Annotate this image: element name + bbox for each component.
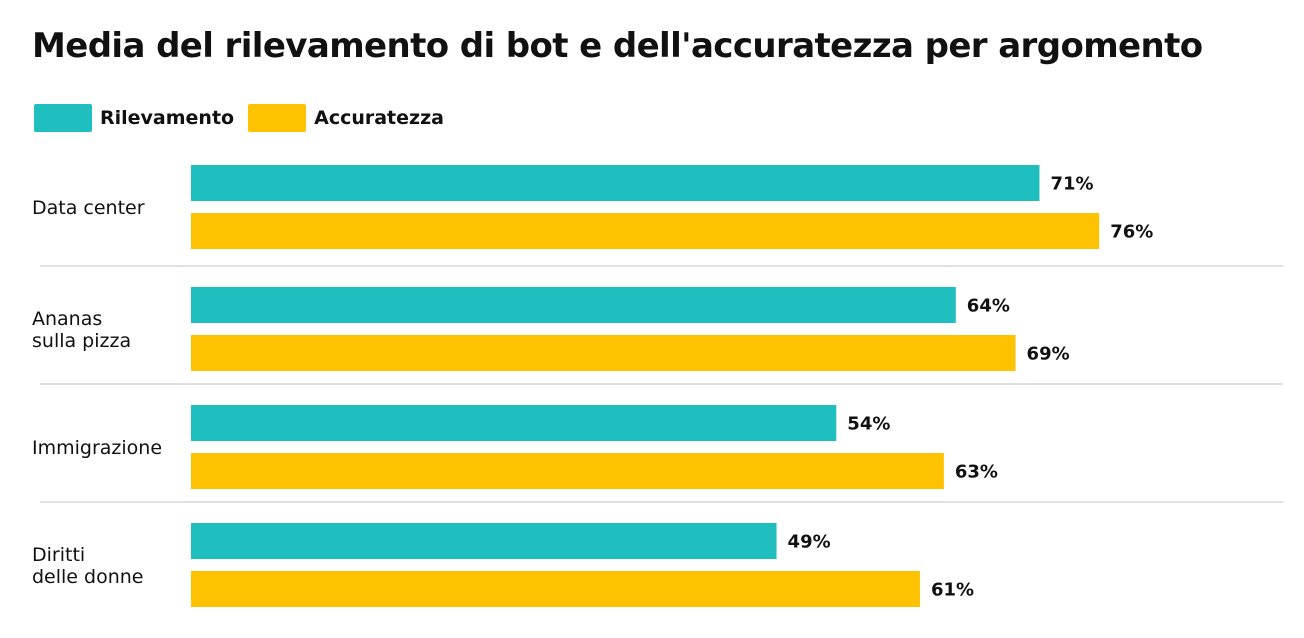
value-label-accuratezza-data-center: 76%: [1110, 222, 1153, 243]
value-label-accuratezza-immigrazione: 63%: [955, 462, 998, 483]
bar-accuratezza-immigrazione: [191, 453, 944, 489]
chart-title: Media del rilevamento di bot e dell'accu…: [32, 26, 1203, 66]
value-label-accuratezza-diritti-delle-donne: 61%: [931, 580, 974, 601]
legend-item-accuratezza: Accuratezza: [248, 104, 444, 132]
bar-rilevamento-data-center: [191, 165, 1040, 201]
value-label-accuratezza-ananas-sulla-pizza: 69%: [1027, 344, 1070, 365]
value-label-rilevamento-data-center: 71%: [1050, 174, 1093, 195]
chart-legend: Rilevamento Accuratezza: [34, 104, 458, 132]
category-label-data-center: Data center: [32, 197, 145, 219]
bar-accuratezza-data-center: [191, 213, 1100, 249]
legend-swatch-accuratezza: [248, 104, 307, 132]
value-label-rilevamento-immigrazione: 54%: [847, 414, 890, 435]
category-label-ananas-sulla-pizza: Ananas sulla pizza: [32, 308, 131, 352]
legend-swatch-rilevamento: [34, 104, 92, 132]
bar-rilevamento-diritti-delle-donne: [191, 523, 777, 559]
bar-accuratezza-ananas-sulla-pizza: [191, 335, 1016, 371]
bar-accuratezza-diritti-delle-donne: [191, 571, 920, 607]
legend-item-rilevamento: Rilevamento: [34, 104, 234, 132]
value-label-rilevamento-diritti-delle-donne: 49%: [788, 532, 831, 553]
category-label-diritti-delle-donne: Diritti delle donne: [32, 544, 144, 588]
legend-label-rilevamento: Rilevamento: [100, 107, 235, 129]
legend-label-accuratezza: Accuratezza: [314, 107, 444, 129]
bar-rilevamento-immigrazione: [191, 405, 837, 441]
category-label-immigrazione: Immigrazione: [32, 437, 162, 459]
bar-rilevamento-ananas-sulla-pizza: [191, 287, 956, 323]
value-label-rilevamento-ananas-sulla-pizza: 64%: [967, 296, 1010, 317]
